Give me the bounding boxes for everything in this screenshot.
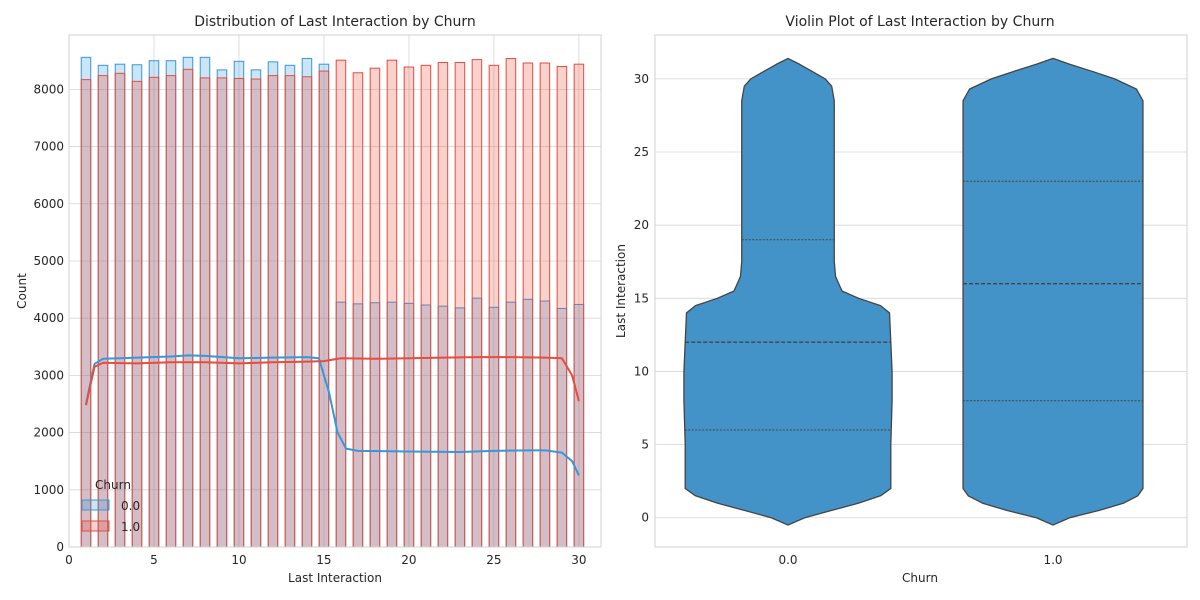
histogram-bar: [471, 59, 483, 548]
histogram-bar: [505, 57, 517, 548]
histogram-bar: [284, 75, 296, 548]
x-tick-label: 1.0: [1043, 553, 1062, 567]
y-tick-label: 20: [634, 218, 649, 232]
violin-x-axis-label: Churn: [902, 571, 938, 585]
histogram-bar: [267, 75, 279, 548]
y-tick-label: 7000: [33, 140, 64, 154]
histogram-bar: [233, 77, 245, 548]
violin-title: Violin Plot of Last Interaction by Churn: [785, 14, 1054, 30]
x-tick-label: 5: [150, 553, 158, 567]
x-tick-label: 0.0: [778, 553, 797, 567]
histogram-bar: [131, 80, 143, 548]
histogram-ticks: 0 5 10 15 20 25 30 0 1000 2000 3000 4000 5000 6000 700…: [33, 82, 586, 567]
violin-y-axis-label: Last Interaction: [614, 244, 628, 338]
histogram-x-axis-label: Last Interaction: [288, 571, 382, 585]
histogram-panel: Distribution of Last Interaction by Chur…: [15, 14, 602, 585]
histogram-bar: [420, 64, 432, 548]
histogram-bar: [199, 77, 211, 548]
histogram-bar: [335, 59, 347, 548]
histogram-bar: [386, 59, 398, 548]
histogram-bar: [454, 61, 466, 548]
histogram-bar: [539, 62, 551, 548]
y-tick-label: 3000: [33, 368, 64, 382]
x-tick-label: 10: [231, 553, 246, 567]
histogram-bar: [522, 62, 534, 548]
legend-label: 0.0: [121, 499, 140, 513]
y-tick-label: 2000: [33, 426, 64, 440]
histogram-bar: [556, 65, 568, 548]
histogram-series-1: [80, 57, 585, 548]
x-tick-label: 15: [316, 553, 331, 567]
y-tick-label: 5000: [33, 254, 64, 268]
histogram-bar: [250, 78, 262, 548]
y-tick-label: 5: [641, 438, 649, 452]
histogram-bar: [437, 61, 449, 548]
violin-0: [683, 57, 893, 526]
y-tick-label: 10: [634, 364, 649, 378]
y-tick-label: 4000: [33, 311, 64, 325]
histogram-y-axis-label: Count: [15, 273, 29, 309]
histogram-bar: [369, 67, 381, 548]
histogram-bar: [97, 75, 109, 548]
violin-frame: [654, 34, 1188, 548]
histogram-legend: Churn 0.0 1.0: [81, 478, 140, 534]
histogram-series-0: [80, 56, 585, 548]
x-tick-label: 30: [571, 553, 586, 567]
histogram-gridlines: [68, 35, 601, 548]
y-tick-label: 15: [634, 291, 649, 305]
histogram-frame: [68, 34, 602, 548]
legend-swatch: [81, 499, 110, 511]
y-tick-label: 0: [641, 511, 649, 525]
histogram-bar: [352, 72, 364, 548]
x-tick-label: 20: [401, 553, 416, 567]
violin-ticks: 0 5 10 15 20 25 30 0.0 1.0: [634, 72, 1063, 567]
violin-panel: Violin Plot of Last Interaction by Churn…: [614, 14, 1188, 585]
violin-body: [962, 57, 1144, 526]
histogram-bar: [318, 70, 330, 548]
legend-label: 1.0: [121, 520, 140, 534]
histogram-bar: [488, 64, 500, 548]
legend-title: Churn: [95, 478, 131, 492]
y-tick-label: 30: [634, 72, 649, 86]
histogram-bar: [182, 68, 194, 548]
x-tick-label: 25: [486, 553, 501, 567]
y-tick-label: 8000: [33, 82, 64, 96]
x-tick-label: 0: [65, 553, 73, 567]
histogram-bar: [403, 66, 415, 548]
y-tick-label: 6000: [33, 197, 64, 211]
violin-spines: [654, 34, 1188, 548]
histogram-bar: [148, 76, 160, 548]
histogram-bar: [114, 72, 126, 548]
histogram-bar: [216, 77, 228, 548]
histogram-bar: [165, 75, 177, 548]
histogram-spines: [68, 34, 602, 548]
y-tick-label: 25: [634, 145, 649, 159]
histogram-bar: [80, 79, 92, 548]
histogram-title: Distribution of Last Interaction by Chur…: [194, 14, 476, 30]
violin-body: [683, 57, 893, 526]
kde-line-0: [85, 354, 580, 476]
y-tick-label: 1000: [33, 483, 64, 497]
kde-line-1: [85, 356, 580, 406]
histogram-bar: [301, 76, 313, 548]
violin-1: [962, 57, 1144, 526]
y-tick-label: 0: [56, 540, 64, 554]
legend-swatch: [81, 520, 110, 532]
